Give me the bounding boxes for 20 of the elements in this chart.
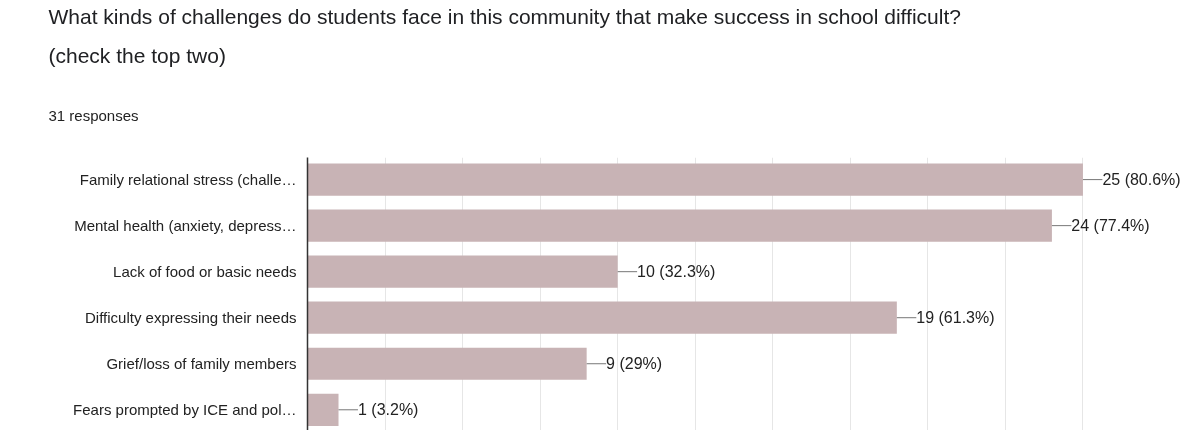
y-tick-label: Fears prompted by ICE and pol… bbox=[73, 401, 297, 419]
bar bbox=[307, 209, 1052, 242]
data-label: 10 (32.3%) bbox=[637, 263, 716, 281]
data-label: 25 (80.6%) bbox=[1102, 171, 1181, 189]
data-label: 9 (29%) bbox=[606, 355, 663, 373]
y-tick-label: Difficulty expressing their needs bbox=[85, 309, 297, 327]
bar bbox=[307, 347, 587, 380]
bar bbox=[307, 393, 339, 426]
data-label: 1 (3.2%) bbox=[357, 401, 419, 419]
y-tick-label: Lack of food or basic needs bbox=[113, 263, 297, 281]
bar bbox=[307, 301, 897, 334]
text: 31 responses bbox=[48, 106, 139, 124]
bar bbox=[307, 255, 618, 288]
y-tick-label: Grief/loss of family members bbox=[106, 355, 297, 373]
data-label: 19 (61.3%) bbox=[916, 309, 995, 327]
bar bbox=[307, 163, 1083, 196]
y-tick-label: Mental health (anxiety, depress… bbox=[74, 217, 297, 235]
data-label: 24 (77.4%) bbox=[1071, 217, 1150, 235]
chart-title: What kinds of challenges do students face in this community that make success in school difficult? (check the top two) bbox=[48, 5, 961, 68]
y-tick-label: Family relational stress (challe… bbox=[79, 171, 297, 189]
